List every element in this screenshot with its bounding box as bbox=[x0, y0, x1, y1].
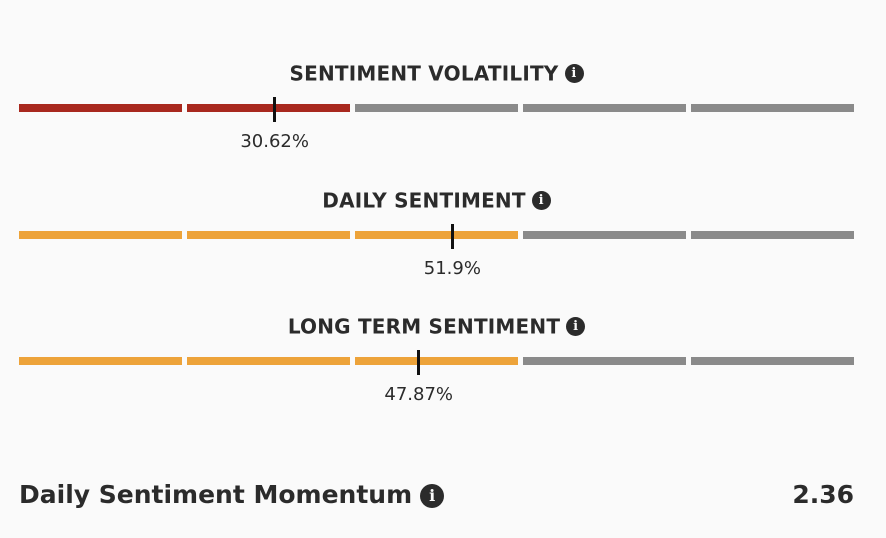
gauge-title-label: LONG TERM SENTIMENT bbox=[287, 314, 561, 339]
gauge-title: LONG TERM SENTIMENT i bbox=[19, 313, 854, 339]
momentum-value: 2.36 bbox=[792, 480, 854, 509]
gauge-title-label: SENTIMENT VOLATILITY bbox=[289, 61, 559, 86]
momentum-label-text: Daily Sentiment Momentum bbox=[19, 480, 413, 509]
gauge-title: DAILY SENTIMENT i bbox=[19, 187, 854, 213]
gauge-segment bbox=[355, 104, 518, 112]
gauge-value-label: 30.62% bbox=[240, 131, 309, 152]
gauge-marker bbox=[450, 224, 454, 249]
gauge-segment bbox=[187, 357, 350, 365]
gauge-segment bbox=[355, 357, 518, 365]
gauge-bar bbox=[19, 350, 854, 375]
gauge-segment bbox=[19, 357, 182, 365]
info-icon[interactable]: i bbox=[531, 191, 551, 210]
momentum-row: Daily Sentiment Momentum i 2.36 bbox=[19, 476, 854, 516]
momentum-label: Daily Sentiment Momentum i bbox=[19, 480, 445, 509]
gauge-segment bbox=[691, 231, 854, 239]
gauge-segment bbox=[187, 104, 350, 112]
gauge-marker bbox=[417, 350, 421, 375]
gauge-value-label: 51.9% bbox=[423, 258, 481, 279]
gauge-segment bbox=[355, 231, 518, 239]
gauge-segment bbox=[691, 104, 854, 112]
gauge-title: SENTIMENT VOLATILITY i bbox=[19, 60, 854, 86]
info-icon[interactable]: i bbox=[564, 64, 584, 83]
gauge-segment bbox=[691, 357, 854, 365]
info-icon[interactable]: i bbox=[420, 484, 445, 508]
gauge-marker bbox=[273, 97, 277, 122]
gauge-value-label: 47.87% bbox=[384, 384, 454, 405]
gauge-segment bbox=[19, 231, 182, 239]
gauge-segment bbox=[523, 357, 686, 365]
gauge-segment bbox=[19, 104, 182, 112]
gauge-segment bbox=[523, 104, 686, 112]
gauge-segment bbox=[523, 231, 686, 239]
info-icon[interactable]: i bbox=[566, 317, 586, 336]
gauge-bar bbox=[19, 97, 854, 122]
gauge-title-label: DAILY SENTIMENT bbox=[322, 188, 526, 213]
gauge-segment bbox=[187, 231, 350, 239]
gauge-bar bbox=[19, 224, 854, 249]
